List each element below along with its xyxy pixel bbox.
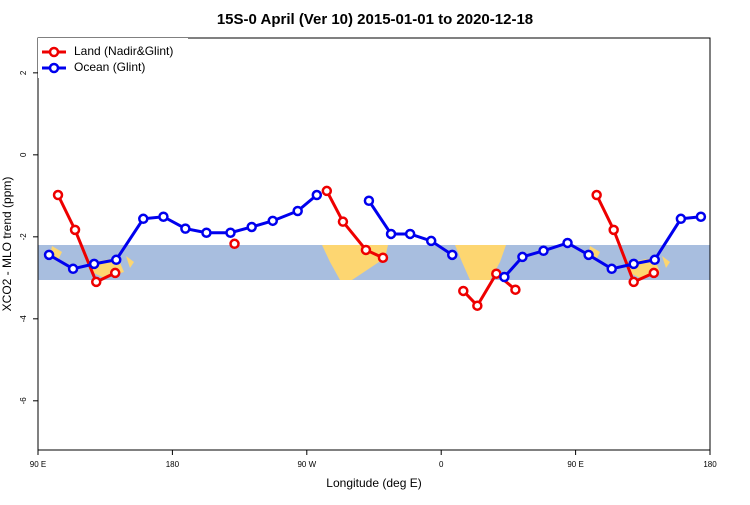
y-axis-label: XCO2 - MLO trend (ppm) (0, 177, 14, 312)
series-point (538, 245, 549, 257)
series-point (675, 213, 687, 225)
chart-title: 15S-0 April (Ver 10) 2015-01-01 to 2020-… (217, 11, 533, 28)
series-point (517, 251, 528, 263)
map-band (38, 245, 710, 280)
series-point (649, 254, 660, 266)
legend: Land (Nadir&Glint) Ocean (Glint) (38, 38, 188, 78)
series-point (360, 244, 372, 256)
series-point (562, 237, 573, 249)
x-tick-label: 90 E (30, 460, 46, 469)
y-tick-label: -2 (19, 233, 28, 241)
series-point (180, 223, 191, 234)
series-point (109, 267, 121, 279)
series-point (385, 228, 397, 240)
series-point (138, 213, 149, 225)
x-tick-label: 180 (166, 460, 180, 469)
series-point (608, 224, 619, 236)
series-point (695, 211, 707, 222)
y-tick-label: -6 (19, 397, 28, 405)
series-point (67, 263, 79, 275)
x-tick-label: 90 E (567, 460, 583, 469)
legend-box (38, 38, 188, 78)
series-point (90, 276, 102, 288)
series-point (311, 189, 323, 201)
series-point (606, 263, 617, 275)
x-tick-label: 90 W (297, 460, 316, 469)
series-line (325, 190, 384, 260)
series-point (229, 238, 240, 250)
series-point (583, 249, 594, 261)
series-point (499, 271, 510, 283)
plot-frame (37, 37, 711, 451)
series-point (88, 258, 100, 270)
series-line (56, 194, 116, 284)
series-point (510, 284, 521, 295)
y-tick-label: 0 (19, 152, 28, 157)
legend-marker (48, 62, 60, 74)
series-point (111, 254, 122, 266)
y-tick-label: 2 (19, 70, 28, 75)
series-point (246, 221, 257, 233)
legend-marker (48, 46, 60, 58)
series-point (225, 227, 236, 238)
series-point (363, 195, 375, 207)
series-point (447, 249, 458, 261)
series-point (628, 276, 639, 288)
series-point (337, 216, 349, 227)
series-point (404, 228, 416, 240)
series-line (595, 194, 655, 284)
legend-label: Land (Nadir&Glint) (74, 44, 173, 58)
series-point (321, 185, 333, 197)
series-point (69, 224, 81, 236)
series-point (591, 189, 602, 201)
series-point (43, 249, 55, 261)
x-tick-label: 0 (439, 460, 444, 469)
series-point (158, 211, 169, 222)
series-point (491, 268, 502, 279)
series-point (628, 258, 639, 270)
x-axis-label: Longitude (deg E) (326, 476, 421, 490)
legend-label: Ocean (Glint) (74, 60, 145, 74)
series-point (52, 189, 64, 201)
series-line (503, 215, 702, 279)
series-point (377, 252, 389, 263)
series-point (201, 227, 212, 238)
x-tick-label: 180 (703, 460, 717, 469)
series-point (458, 285, 469, 297)
series-point (472, 300, 483, 311)
series-point (425, 235, 437, 247)
series-point (292, 205, 303, 217)
y-tick-label: -4 (19, 315, 28, 323)
series-point (648, 267, 660, 279)
series-point (267, 215, 279, 227)
